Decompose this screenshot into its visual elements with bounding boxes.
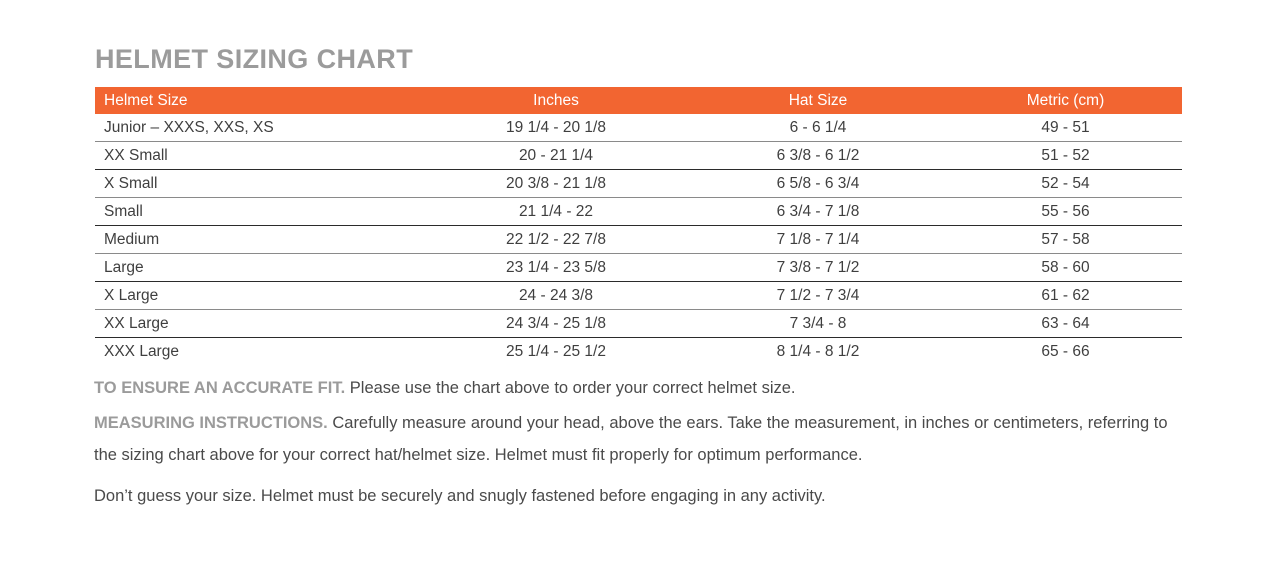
page-title: HELMET SIZING CHART [95, 44, 414, 74]
cell-metric: 65 - 66 [1041, 343, 1090, 360]
table-body: Junior – XXXS, XXS, XS 19 1/4 - 20 1/8 6… [95, 114, 1182, 365]
cell-helmet-size: X Small [95, 169, 425, 198]
table-row: Junior – XXXS, XXS, XS 19 1/4 - 20 1/8 6… [95, 114, 1182, 142]
note-dont-guess: Don’t guess your size. Helmet must be se… [94, 480, 1172, 512]
cell-metric: 61 - 62 [949, 281, 1182, 310]
note-lead: TO ENSURE AN ACCURATE FIT. [94, 379, 346, 397]
note-body: Please use the chart above to order your… [345, 379, 796, 397]
cell-inches: 19 1/4 - 20 1/8 [425, 114, 687, 142]
cell-helmet-size: Medium [95, 225, 425, 254]
table-row: Large 23 1/4 - 23 5/8 7 3/8 - 7 1/2 58 -… [95, 253, 1182, 282]
cell-helmet-size: Small [95, 197, 425, 226]
cell-hat-size: 6 3/8 - 6 1/2 [687, 141, 949, 170]
cell-hat-size: 6 - 6 1/4 [687, 114, 949, 142]
cell-hat-size: 7 1/8 - 7 1/4 [687, 225, 949, 254]
table-row: Small 21 1/4 - 22 6 3/4 - 7 1/8 55 - 56 [95, 197, 1182, 226]
cell-helmet-size: Large [95, 253, 425, 282]
cell-inches: 24 - 24 3/8 [425, 281, 687, 310]
table-row: X Small 20 3/8 - 21 1/8 6 5/8 - 6 3/4 52… [95, 169, 1182, 198]
cell-metric: 52 - 54 [949, 169, 1182, 198]
cell-inches: 20 3/8 - 21 1/8 [425, 169, 687, 198]
cell-hat-size: 6 3/4 - 7 1/8 [687, 197, 949, 226]
cell-helmet-size: X Large [95, 281, 425, 310]
table-row: XX Small 20 - 21 1/4 6 3/8 - 6 1/2 51 - … [95, 141, 1182, 170]
cell-hat-size: 7 3/8 - 7 1/2 [687, 253, 949, 282]
column-header-hat-size: Hat Size [687, 87, 949, 114]
cell-inches: 20 - 21 1/4 [425, 141, 687, 170]
cell-hat-size: 7 3/4 - 8 [687, 309, 949, 338]
cell-metric: 63 - 64 [949, 309, 1182, 338]
column-header-helmet-size: Helmet Size [95, 87, 425, 114]
table-row: Medium 22 1/2 - 22 7/8 7 1/8 - 7 1/4 57 … [95, 225, 1182, 254]
cell-metric: 58 - 60 [949, 253, 1182, 282]
notes-section: TO ENSURE AN ACCURATE FIT. Please use th… [94, 372, 1172, 515]
cell-inches: 21 1/4 - 22 [425, 197, 687, 226]
cell-inches: 25 1/4 - 25 1/2 [506, 343, 606, 360]
cell-hat-size: 7 1/2 - 7 3/4 [687, 281, 949, 310]
table-row: XXX Large 25 1/4 - 25 1/2 8 1/4 - 8 1/2 … [95, 338, 1182, 366]
table-row: XX Large 24 3/4 - 25 1/8 7 3/4 - 8 63 - … [95, 309, 1182, 338]
note-measuring-instructions: MEASURING INSTRUCTIONS. Carefully measur… [94, 407, 1172, 471]
cell-helmet-size: XX Small [95, 141, 425, 170]
cell-inches: 22 1/2 - 22 7/8 [425, 225, 687, 254]
note-body: Don’t guess your size. Helmet must be se… [94, 487, 826, 505]
cell-hat-size: 6 5/8 - 6 3/4 [687, 169, 949, 198]
cell-metric: 51 - 52 [949, 141, 1182, 170]
helmet-size-table: Helmet Size Inches Hat Size Metric (cm) … [95, 87, 1182, 365]
table-row: X Large 24 - 24 3/8 7 1/2 - 7 3/4 61 - 6… [95, 281, 1182, 310]
note-body: Carefully measure around your head, abov… [94, 414, 1168, 464]
note-lead: MEASURING INSTRUCTIONS. [94, 414, 328, 432]
column-header-metric-cm: Metric (cm) [949, 87, 1182, 114]
cell-helmet-size: XX Large [95, 309, 425, 338]
cell-helmet-size: Junior – XXXS, XXS, XS [95, 114, 425, 142]
cell-hat-size: 8 1/4 - 8 1/2 [776, 343, 860, 360]
cell-metric: 57 - 58 [949, 225, 1182, 254]
table-header-row: Helmet Size Inches Hat Size Metric (cm) [95, 87, 1182, 114]
cell-metric: 49 - 51 [949, 114, 1182, 142]
table-header: Helmet Size Inches Hat Size Metric (cm) [95, 87, 1182, 114]
cell-inches: 24 3/4 - 25 1/8 [425, 309, 687, 338]
column-header-inches: Inches [425, 87, 687, 114]
note-accurate-fit: TO ENSURE AN ACCURATE FIT. Please use th… [94, 372, 1172, 404]
cell-metric: 55 - 56 [949, 197, 1182, 226]
cell-helmet-size: XXX Large [104, 343, 179, 360]
cell-inches: 23 1/4 - 23 5/8 [425, 253, 687, 282]
